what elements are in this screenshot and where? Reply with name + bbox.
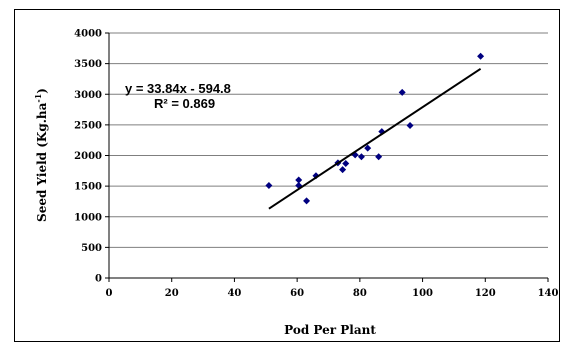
y-tick-label: 500	[81, 243, 102, 254]
y-axis-title-sup: -1	[33, 94, 43, 103]
trendline-group	[268, 67, 482, 210]
y-axis-title-main: Seed Yield (Kg.ha	[35, 102, 49, 222]
data-point	[303, 197, 311, 205]
data-point	[342, 159, 350, 167]
x-axis-title: Pod Per Plant	[284, 323, 376, 337]
data-point	[339, 166, 347, 174]
data-point	[375, 153, 383, 161]
y-tick-label: 2000	[74, 151, 102, 162]
data-point	[295, 176, 303, 184]
x-tick-label: 80	[353, 288, 367, 299]
tick-labels: 0 500 1000 1500 2000 2500 3000 3500 4000 0 20 40 60 8…	[74, 29, 558, 300]
data-point	[265, 182, 273, 190]
gridlines	[109, 32, 548, 248]
x-tick-label: 100	[412, 288, 433, 299]
r-squared-label: R² = 0.869	[154, 96, 215, 111]
data-point	[398, 88, 406, 96]
x-tick-label: 60	[290, 288, 304, 299]
y-tick-label: 3500	[74, 59, 102, 70]
axes	[105, 32, 549, 282]
chart-frame	[14, 9, 560, 342]
data-point	[357, 153, 365, 161]
data-point	[406, 121, 414, 129]
data-point	[477, 52, 485, 60]
x-tick-label: 40	[227, 288, 241, 299]
trendline-equation: y = 33.84x - 594.8	[125, 81, 231, 96]
y-tick-label: 1500	[74, 182, 102, 193]
trendline	[268, 67, 482, 210]
x-tick-label: 0	[106, 288, 113, 299]
data-points	[265, 52, 485, 205]
y-axis-title-tail: )	[35, 88, 49, 94]
x-tick-label: 140	[538, 288, 559, 299]
y-tick-label: 1000	[74, 212, 102, 223]
y-tick-label: 4000	[74, 29, 102, 40]
x-tick-label: 20	[165, 288, 179, 299]
y-tick-label: 2500	[74, 120, 102, 131]
x-tick-label: 120	[475, 288, 496, 299]
y-tick-label: 3000	[74, 90, 102, 101]
y-tick-label: 0	[95, 274, 102, 285]
y-axis-title: Seed Yield (Kg.ha-1)	[33, 88, 49, 222]
data-point	[364, 144, 372, 152]
